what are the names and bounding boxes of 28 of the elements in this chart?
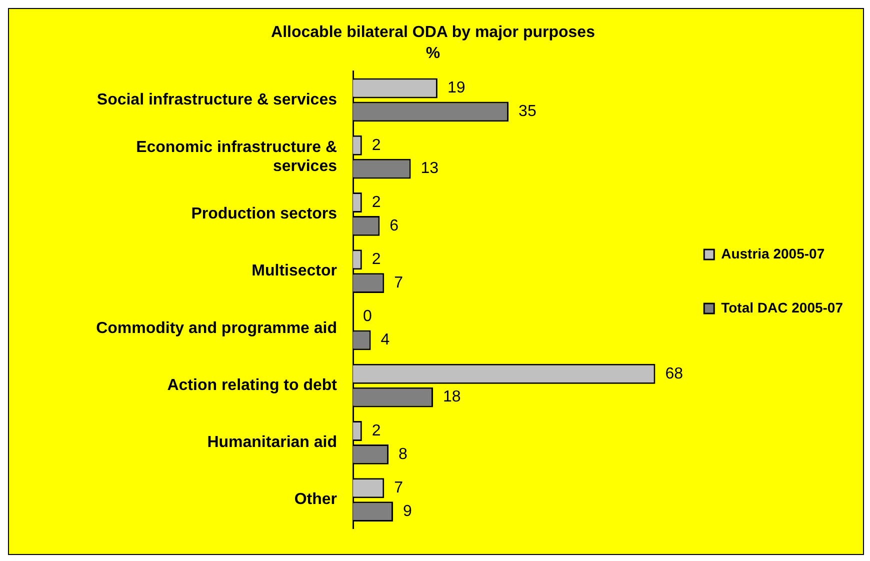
y-tick-label: Multisector xyxy=(252,262,337,280)
data-label: 7 xyxy=(394,274,404,292)
data-label: 18 xyxy=(443,388,461,406)
chart-subtitle: % xyxy=(426,45,440,62)
y-tick-label: Commodity and programme aid xyxy=(96,320,337,337)
legend-label: Austria 2005-07 xyxy=(721,245,825,262)
y-tick-label: Humanitarian aid xyxy=(207,434,337,452)
data-label: 7 xyxy=(394,480,404,497)
y-tick-label: Social infrastructure & services xyxy=(96,91,338,108)
y-tick-label: Other xyxy=(294,491,337,508)
legend-label: Total DAC 2005-07 xyxy=(721,299,844,316)
data-label: 19 xyxy=(447,80,466,97)
data-label: 2 xyxy=(372,422,381,440)
y-tick-label: Economic infrastructure & services xyxy=(136,138,338,176)
chart-title: Allocable bilateral ODA by major purposes xyxy=(271,24,596,42)
data-label: 35 xyxy=(518,103,536,120)
data-label: 0 xyxy=(363,308,372,326)
y-tick-label: Action relating to debt xyxy=(167,376,338,394)
y-tick-label: Production sectors xyxy=(191,206,338,223)
data-label: 2 xyxy=(372,251,381,268)
data-label: 13 xyxy=(420,160,439,178)
data-label: 8 xyxy=(398,446,408,463)
data-label: 9 xyxy=(403,502,412,520)
data-label: 68 xyxy=(665,365,684,382)
data-label: 4 xyxy=(380,332,390,349)
data-label: 2 xyxy=(372,136,381,154)
data-label: 2 xyxy=(372,194,381,211)
data-label: 6 xyxy=(390,217,399,234)
